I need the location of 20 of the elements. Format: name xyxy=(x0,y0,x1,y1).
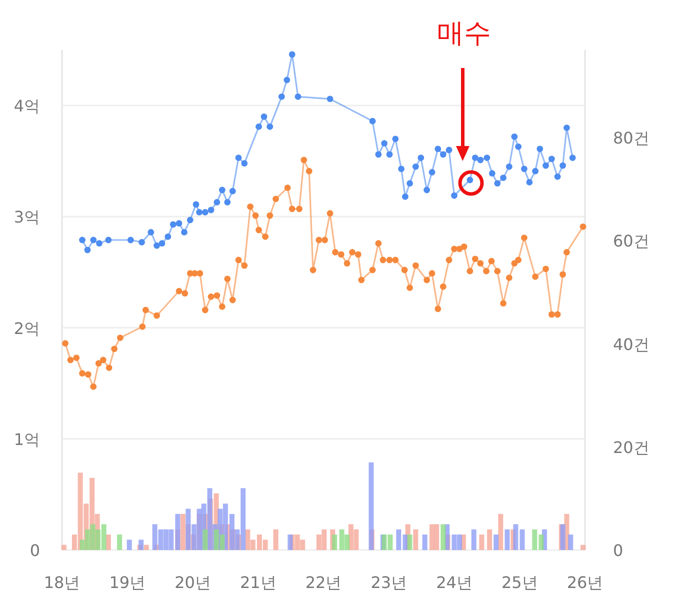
x-tick-label: 25년 xyxy=(501,573,538,592)
y2-tick-label: 0 xyxy=(613,541,624,560)
y-tick-label: 3억 xyxy=(14,208,40,227)
x-tick-label: 19년 xyxy=(109,573,146,592)
y2-tick-label: 60건 xyxy=(613,232,650,251)
x-tick-label: 24년 xyxy=(436,573,472,592)
x-tick-label: 21년 xyxy=(240,573,276,592)
text: 매수 xyxy=(437,18,491,49)
x-tick-label: 26년 xyxy=(566,573,604,592)
y-tick-label: 1억 xyxy=(14,430,40,449)
y-tick-label: 2억 xyxy=(14,318,40,338)
x-tick-label: 23년 xyxy=(370,573,408,592)
y2-tick-label: 20건 xyxy=(613,438,650,457)
y2-tick-label: 80건 xyxy=(613,128,650,148)
y2-tick-label: 40건 xyxy=(613,334,650,354)
y-tick-label: 0 xyxy=(30,541,40,560)
y-tick-label: 4억 xyxy=(14,96,40,116)
x-tick-label: 18년 xyxy=(44,573,80,592)
x-tick-label: 22년 xyxy=(305,573,342,592)
x-tick-label: 20년 xyxy=(174,573,211,592)
